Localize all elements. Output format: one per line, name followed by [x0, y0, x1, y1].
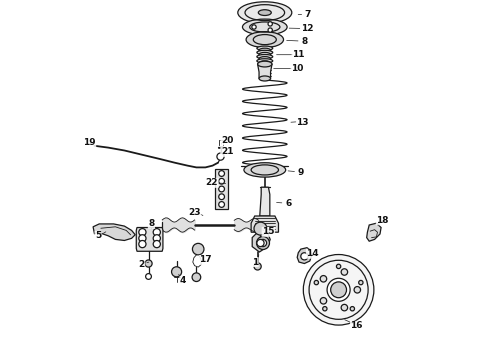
Text: 21: 21	[221, 148, 233, 157]
Circle shape	[303, 255, 374, 325]
Text: 19: 19	[83, 138, 96, 147]
Circle shape	[146, 274, 151, 279]
Ellipse shape	[259, 57, 270, 61]
Circle shape	[219, 202, 224, 207]
Circle shape	[354, 287, 361, 293]
Text: 22: 22	[206, 179, 218, 188]
Text: 9: 9	[297, 168, 304, 177]
Circle shape	[341, 304, 347, 311]
Ellipse shape	[258, 61, 272, 67]
Circle shape	[219, 186, 224, 192]
Text: 20: 20	[221, 136, 233, 145]
Circle shape	[337, 264, 341, 269]
Text: 8: 8	[301, 37, 308, 46]
Polygon shape	[215, 169, 228, 209]
Circle shape	[323, 307, 327, 311]
Circle shape	[139, 235, 146, 242]
Circle shape	[252, 25, 256, 29]
Text: 11: 11	[292, 50, 304, 59]
Circle shape	[331, 282, 346, 298]
Ellipse shape	[257, 46, 273, 50]
Text: 5: 5	[95, 231, 101, 240]
Polygon shape	[136, 228, 163, 251]
Ellipse shape	[257, 54, 273, 59]
Polygon shape	[252, 232, 270, 252]
Ellipse shape	[246, 32, 284, 48]
Text: 23: 23	[188, 208, 201, 217]
Circle shape	[219, 171, 224, 176]
Circle shape	[259, 239, 267, 247]
Circle shape	[327, 278, 350, 301]
Ellipse shape	[243, 19, 287, 35]
Circle shape	[320, 298, 327, 304]
Ellipse shape	[257, 59, 273, 63]
Circle shape	[193, 243, 204, 255]
Circle shape	[145, 260, 152, 267]
Polygon shape	[251, 216, 278, 232]
Ellipse shape	[244, 163, 286, 177]
Ellipse shape	[259, 48, 270, 53]
Circle shape	[254, 263, 261, 270]
Circle shape	[219, 194, 224, 199]
Text: 18: 18	[376, 216, 389, 225]
Text: 7: 7	[305, 10, 311, 19]
Ellipse shape	[257, 50, 273, 55]
Text: 16: 16	[350, 321, 363, 330]
Circle shape	[139, 229, 146, 236]
Polygon shape	[258, 64, 272, 78]
Ellipse shape	[259, 53, 270, 57]
Ellipse shape	[238, 2, 292, 23]
Circle shape	[257, 239, 264, 247]
Circle shape	[153, 240, 160, 248]
Circle shape	[350, 307, 354, 311]
Circle shape	[153, 235, 160, 242]
Polygon shape	[367, 223, 381, 241]
Text: 10: 10	[291, 64, 303, 73]
Circle shape	[192, 273, 201, 282]
Text: 8: 8	[148, 220, 154, 229]
Text: 14: 14	[306, 249, 319, 258]
Circle shape	[139, 240, 146, 248]
Circle shape	[172, 267, 182, 277]
Circle shape	[219, 179, 224, 184]
Text: 6: 6	[285, 199, 292, 208]
Circle shape	[268, 28, 272, 32]
Circle shape	[359, 280, 363, 285]
Circle shape	[320, 275, 327, 282]
Text: 12: 12	[301, 24, 313, 33]
Ellipse shape	[259, 61, 270, 65]
Circle shape	[257, 237, 270, 249]
Ellipse shape	[259, 76, 270, 81]
Polygon shape	[260, 187, 270, 216]
Circle shape	[301, 253, 308, 260]
Circle shape	[153, 229, 160, 236]
Circle shape	[254, 222, 267, 235]
Text: 2: 2	[139, 260, 145, 269]
Circle shape	[217, 153, 224, 160]
Circle shape	[268, 22, 272, 26]
Polygon shape	[297, 248, 312, 264]
Ellipse shape	[258, 10, 271, 15]
Text: 15: 15	[262, 228, 275, 237]
Circle shape	[341, 269, 347, 275]
Text: 13: 13	[296, 118, 309, 127]
Circle shape	[314, 280, 319, 285]
Text: 4: 4	[180, 276, 186, 285]
Text: 17: 17	[199, 256, 212, 264]
Polygon shape	[93, 224, 135, 240]
Text: 1: 1	[252, 258, 258, 266]
